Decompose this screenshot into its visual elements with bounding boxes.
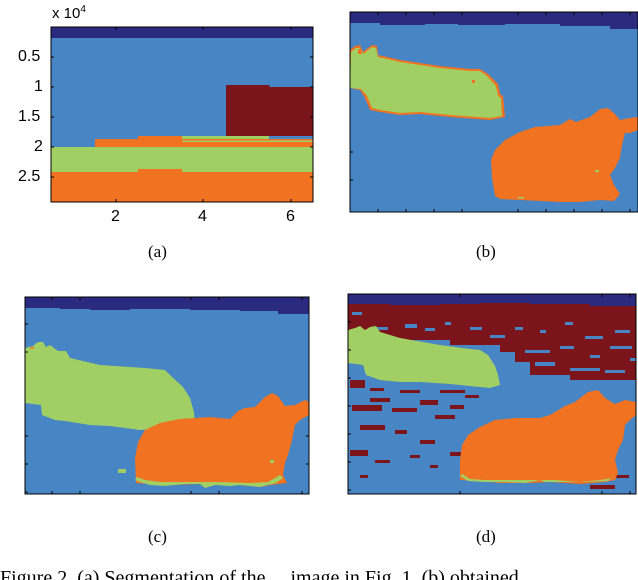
segmentation-map-b — [349, 11, 638, 213]
plot-area — [51, 27, 313, 202]
panel-b: (b) — [330, 0, 638, 270]
panel-d: (d) — [330, 280, 638, 560]
y-tick-label: 0.5 — [18, 48, 41, 65]
y-exponent-label: x 104 — [52, 4, 86, 22]
x-tick-label: 4 — [198, 208, 207, 225]
panel-label-a: (a) — [148, 242, 167, 261]
y-tick-label: 1.5 — [18, 108, 41, 125]
y-tick-label: 2.5 — [18, 168, 41, 185]
y-tick-label: 2 — [34, 138, 43, 155]
panel-c: (c) — [0, 280, 330, 560]
figure-caption: Figure 2. (a) Segmentation of the ... im… — [0, 567, 539, 580]
panel-label-b: (b) — [476, 242, 496, 261]
x-tick-label: 2 — [111, 208, 120, 225]
panel-label-d: (d) — [476, 527, 496, 546]
segmentation-map-d — [347, 293, 637, 495]
label-matrix-plot — [50, 26, 314, 203]
y-tick-label: 1 — [34, 78, 43, 95]
panel-label-c: (c) — [148, 527, 167, 546]
panel-a: x 104 — [0, 0, 330, 270]
x-tick-label: 6 — [286, 208, 295, 225]
segmentation-map-c — [24, 296, 310, 495]
